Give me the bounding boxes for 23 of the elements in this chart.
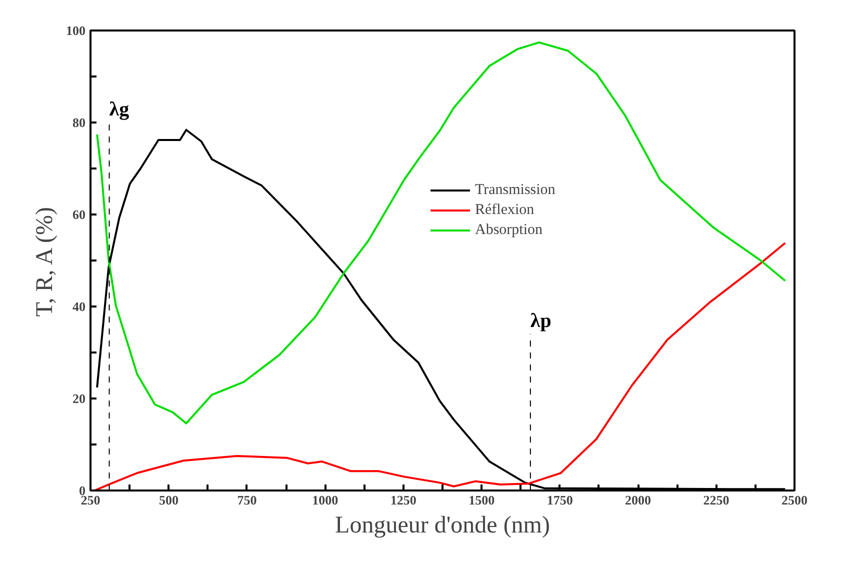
ref-line-label: λp xyxy=(530,310,552,332)
y-tick-label: 20 xyxy=(72,391,86,406)
y-tick-label: 40 xyxy=(72,299,86,314)
x-tick-label: 1250 xyxy=(390,492,416,508)
x-tick-label: 750 xyxy=(237,492,257,508)
x-tick-label: 1500 xyxy=(468,492,495,508)
x-tick-label: 2250 xyxy=(703,492,730,508)
x-tick-label: 500 xyxy=(158,492,178,508)
ref-line-label: λg xyxy=(109,98,130,120)
x-tick-label: 1000 xyxy=(312,492,338,508)
y-tick-label: 60 xyxy=(72,207,86,222)
y-tick-label: 100 xyxy=(66,23,86,38)
x-tick-label: 1750 xyxy=(546,492,573,508)
legend-label: Réflexion xyxy=(475,202,534,218)
line-series xyxy=(96,41,786,424)
legend-label: Transmission xyxy=(475,182,556,198)
y-tick-label: 80 xyxy=(72,115,86,130)
x-tick-label: 2000 xyxy=(625,492,652,508)
x-tick-label: 2500 xyxy=(782,492,808,508)
y-axis-title: T, R, A (%) xyxy=(32,207,58,317)
line-series xyxy=(94,242,786,490)
x-axis-title: Longueur d'onde (nm) xyxy=(335,512,550,538)
legend-label: Absorption xyxy=(475,222,542,238)
